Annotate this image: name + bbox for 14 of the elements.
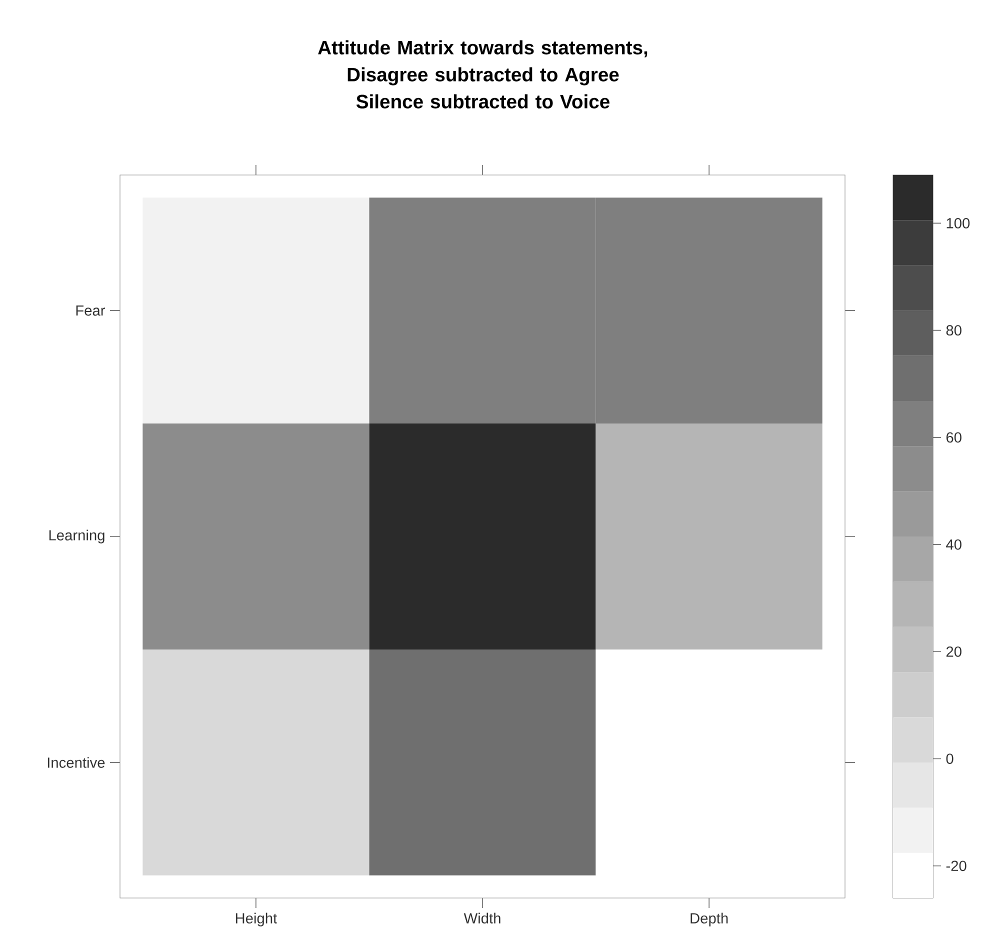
color-bar-label: -20 (946, 860, 966, 872)
color-bar-label: 60 (946, 432, 962, 443)
x-tick-label: Width (464, 912, 500, 924)
color-bar-label: 100 (946, 218, 970, 228)
y-tick-label: Fear (76, 305, 106, 316)
chart-title: Attitude Matrix towards statements, Disagree subtracted to Agree Silence subtracted to Voice (318, 40, 648, 108)
color-bar-label: 80 (946, 325, 962, 336)
x-tick-label: Depth (690, 912, 728, 926)
x-tick-label: Height (236, 912, 278, 926)
y-tick-label: Incentive (48, 757, 105, 768)
color-bar-label: 20 (946, 646, 962, 657)
color-bar-label: 40 (946, 539, 962, 550)
color-bar-label: 0 (946, 754, 954, 764)
y-tick-label: Learning (49, 530, 104, 544)
